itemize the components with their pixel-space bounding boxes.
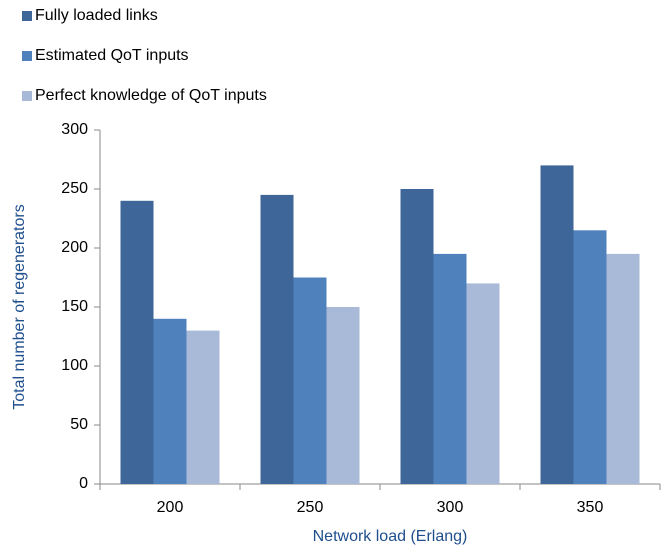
x-tick-label: 350 <box>577 499 604 516</box>
bar <box>540 165 574 484</box>
bar <box>326 307 360 484</box>
bar <box>293 277 327 484</box>
y-tick-label: 300 <box>61 121 88 138</box>
legend-swatch <box>22 51 32 61</box>
x-axis-title: Network load (Erlang) <box>313 528 468 545</box>
y-tick-label: 100 <box>61 357 88 374</box>
y-tick-label: 250 <box>61 180 88 197</box>
bar <box>466 283 500 484</box>
x-tick-label: 300 <box>437 499 464 516</box>
y-axis-title: Total number of regenerators <box>11 204 28 409</box>
y-tick-label: 200 <box>61 239 88 256</box>
legend-swatch <box>22 11 32 21</box>
legend-swatch <box>22 91 32 101</box>
legend-label: Fully loaded links <box>35 7 158 24</box>
y-tick-label: 150 <box>61 298 88 315</box>
bar <box>120 200 154 485</box>
bar <box>186 330 220 484</box>
x-tick-label: 200 <box>157 499 184 516</box>
bar <box>573 230 607 484</box>
legend-label: Perfect knowledge of QoT inputs <box>35 87 267 104</box>
bar <box>606 253 640 484</box>
bar <box>400 189 434 484</box>
y-tick-label: 50 <box>70 416 88 433</box>
bar <box>153 318 187 484</box>
legend-label: Estimated QoT inputs <box>35 47 189 64</box>
x-tick-label: 250 <box>297 499 324 516</box>
bar <box>433 253 467 484</box>
bar <box>260 194 294 484</box>
y-tick-label: 0 <box>79 475 88 492</box>
